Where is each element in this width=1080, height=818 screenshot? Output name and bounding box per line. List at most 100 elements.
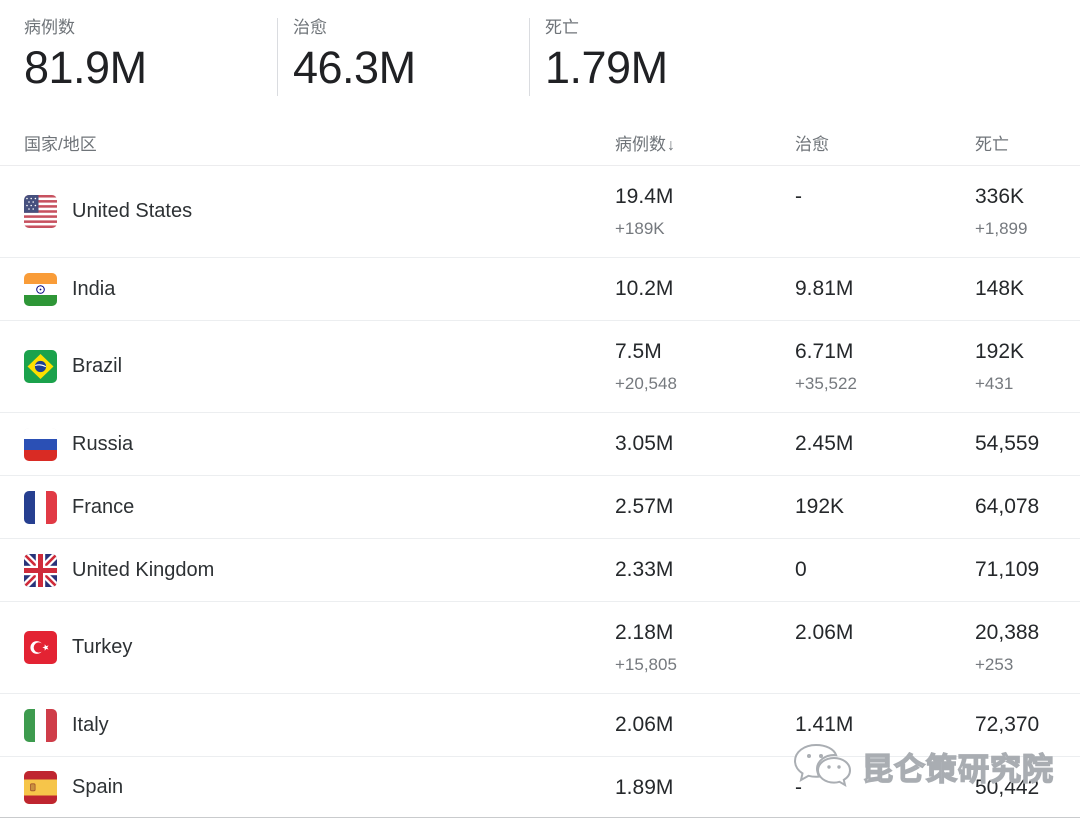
recovered-delta: +35,522 (795, 374, 857, 393)
cases-cell: 2.57M (615, 476, 673, 520)
cases-cell: 19.4M +189K (615, 166, 673, 241)
cases-value: 3.05M (615, 432, 674, 455)
stat-deaths-label: 死亡 (545, 18, 579, 37)
cases-cell: 2.18M +15,805 (615, 602, 677, 677)
header-cases[interactable]: 病例数↓ (615, 135, 675, 154)
recovered-cell: 192K (795, 476, 844, 520)
flag-ru-icon (24, 427, 57, 461)
deaths-cell: 336K +1,899 (975, 166, 1027, 241)
country-cell: Spain (24, 757, 123, 817)
deaths-value: 192K (975, 340, 1025, 363)
stat-recovered-value: 46.3M (293, 42, 416, 93)
table-row[interactable]: United Kingdom 2.33M 0 71,109 (0, 539, 1080, 602)
deaths-delta: +1,899 (975, 219, 1028, 238)
recovered-value: 2.45M (795, 432, 854, 455)
deaths-value: 71,109 (975, 558, 1040, 581)
flag-gb-icon (24, 553, 57, 587)
recovered-cell: - (795, 166, 802, 210)
cases-value: 2.33M (615, 558, 674, 581)
deaths-cell: 148K (975, 258, 1024, 302)
recovered-value: - (795, 185, 802, 208)
deaths-cell: 192K +431 (975, 321, 1024, 396)
deaths-cell: 64,078 (975, 476, 1039, 520)
table-row[interactable]: United States 19.4M +189K - 336K +1,899 (0, 166, 1080, 258)
cases-cell: 10.2M (615, 258, 673, 302)
cases-cell: 1.89M (615, 757, 673, 801)
cases-delta: +20,548 (615, 374, 677, 393)
flag-it-icon (24, 708, 57, 742)
cases-cell: 2.33M (615, 539, 673, 583)
cases-delta: +15,805 (615, 655, 677, 674)
stat-cases-value: 81.9M (24, 42, 147, 93)
recovered-value: 1.41M (795, 713, 854, 736)
recovered-value: 0 (795, 558, 807, 581)
cases-value: 1.89M (615, 776, 674, 799)
table-row[interactable]: Spain 1.89M - 50,442 (0, 757, 1080, 818)
country-cell: Italy (24, 694, 109, 756)
deaths-value: 148K (975, 277, 1025, 300)
stat-deaths-value: 1.79M (545, 42, 668, 93)
table-row[interactable]: Turkey 2.18M +15,805 2.06M 20,388 +253 (0, 602, 1080, 694)
table-row[interactable]: Russia 3.05M 2.45M 54,559 (0, 413, 1080, 476)
deaths-value: 54,559 (975, 432, 1040, 455)
cases-delta: +189K (615, 219, 665, 238)
country-name: India (72, 277, 116, 300)
recovered-cell: 9.81M (795, 258, 853, 302)
stat-cases: 病例数 81.9M (0, 18, 277, 96)
flag-br-icon (24, 350, 57, 383)
table-row[interactable]: France 2.57M 192K 64,078 (0, 476, 1080, 539)
header-recovered[interactable]: 治愈 (795, 135, 829, 154)
country-name: Russia (72, 432, 134, 455)
table-row[interactable]: Italy 2.06M 1.41M 72,370 (0, 694, 1080, 757)
cases-value: 2.57M (615, 495, 674, 518)
recovered-cell: 0 (795, 539, 807, 583)
country-name: Spain (72, 775, 124, 798)
stat-recovered: 治愈 46.3M (277, 18, 529, 96)
flag-fr-icon (24, 490, 57, 524)
recovered-cell: 1.41M (795, 694, 853, 738)
flag-in-icon (24, 272, 57, 306)
deaths-value: 336K (975, 185, 1025, 208)
cases-value: 2.18M (615, 621, 674, 644)
deaths-value: 64,078 (975, 495, 1040, 518)
table-header: 国家/地区 病例数↓ 治愈 死亡 (0, 116, 1080, 166)
cases-value: 10.2M (615, 277, 674, 300)
country-name: Brazil (72, 355, 123, 377)
recovered-cell: 2.45M (795, 413, 853, 457)
stat-deaths: 死亡 1.79M (529, 18, 668, 96)
country-cell: France (24, 476, 134, 538)
deaths-value: 50,442 (975, 776, 1040, 799)
covid-country-table: 国家/地区 病例数↓ 治愈 死亡 United States 19.4M +18… (0, 116, 1080, 818)
country-name: Italy (72, 713, 109, 736)
cases-cell: 7.5M +20,548 (615, 321, 677, 396)
country-name: Turkey (72, 636, 133, 658)
header-deaths[interactable]: 死亡 (975, 135, 1009, 154)
cases-value: 7.5M (615, 340, 662, 363)
sort-descending-icon: ↓ (667, 137, 675, 154)
table-row[interactable]: India 10.2M 9.81M 148K (0, 258, 1080, 321)
country-cell: United States (24, 166, 192, 257)
stat-recovered-label: 治愈 (293, 18, 327, 37)
deaths-delta: +431 (975, 374, 1014, 393)
country-name: France (72, 495, 135, 518)
cases-value: 2.06M (615, 713, 674, 736)
recovered-value: 6.71M (795, 340, 854, 363)
deaths-cell: 54,559 (975, 413, 1039, 457)
recovered-value: 192K (795, 495, 845, 518)
country-cell: Brazil (24, 321, 122, 412)
flag-tr-icon (24, 631, 57, 664)
country-cell: United Kingdom (24, 539, 214, 601)
deaths-delta: +253 (975, 655, 1014, 674)
recovered-value: 9.81M (795, 277, 854, 300)
deaths-cell: 72,370 (975, 694, 1039, 738)
cases-cell: 2.06M (615, 694, 673, 738)
cases-cell: 3.05M (615, 413, 673, 457)
country-cell: Russia (24, 413, 133, 475)
flag-us-icon (24, 195, 57, 228)
deaths-cell: 71,109 (975, 539, 1039, 583)
cases-value: 19.4M (615, 185, 674, 208)
recovered-cell: - (795, 757, 802, 801)
deaths-value: 20,388 (975, 621, 1040, 644)
header-country: 国家/地区 (24, 135, 97, 154)
table-row[interactable]: Brazil 7.5M +20,548 6.71M +35,522 192K +… (0, 321, 1080, 413)
